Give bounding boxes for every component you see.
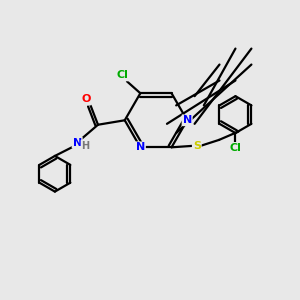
Text: Cl: Cl [230,143,242,153]
Text: N: N [73,138,82,148]
Text: H: H [81,140,90,151]
Text: S: S [193,141,201,151]
Text: N: N [182,115,192,125]
Text: N: N [136,142,145,152]
Text: O: O [81,94,91,104]
Text: Cl: Cl [117,70,128,80]
